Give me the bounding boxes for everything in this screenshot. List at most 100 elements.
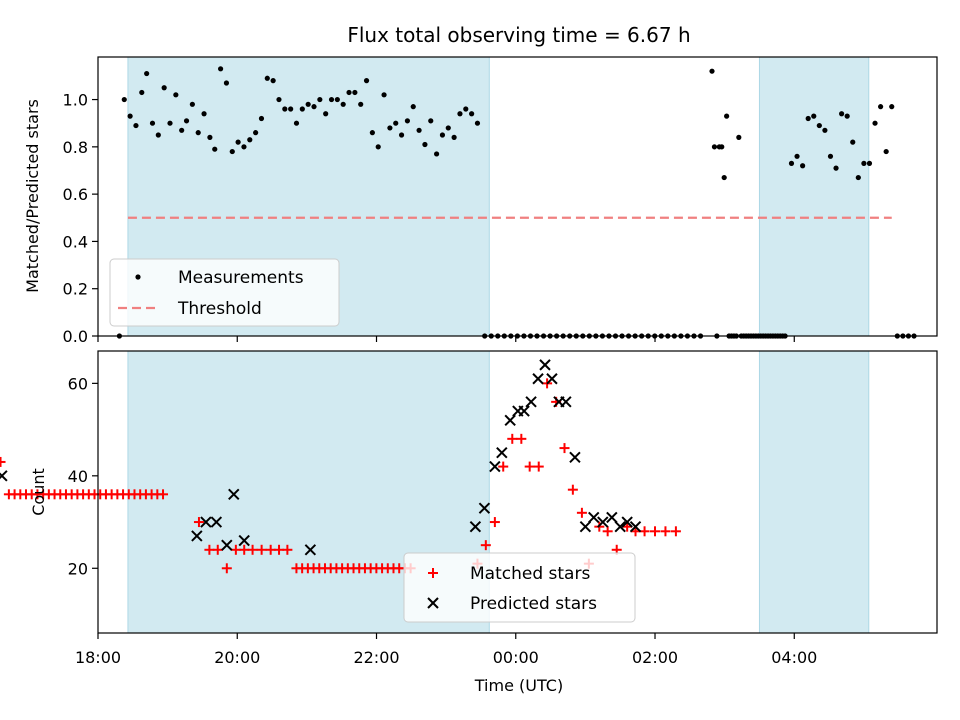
top-ytick-label-4: 0.8 <box>63 138 88 157</box>
top-legend: Measurements Threshold <box>109 258 340 327</box>
measurement-point-28 <box>276 96 282 103</box>
predicted-point-84 <box>569 451 581 464</box>
measurement-point-25 <box>258 115 265 122</box>
predicted-point-67 <box>221 539 233 551</box>
measurement-point-103 <box>724 113 730 119</box>
measurement-point-8 <box>161 85 167 91</box>
matched-point-103 <box>265 544 276 555</box>
measurement-point-145 <box>883 148 889 155</box>
matched-point-105 <box>282 544 293 555</box>
predicted-point-69 <box>238 534 250 547</box>
measurement-point-55 <box>433 151 440 157</box>
predicted-point-91 <box>629 520 642 533</box>
bottom-legend-box <box>403 552 636 623</box>
measurement-point-52 <box>416 127 422 133</box>
measurement-point-11 <box>179 127 185 133</box>
matched-point-96 <box>204 544 215 555</box>
matched-point-132 <box>516 433 527 444</box>
matched-point-95 <box>193 517 204 528</box>
measurement-point-56 <box>439 132 446 138</box>
matched-point-99 <box>230 544 241 555</box>
measurement-point-36 <box>323 111 329 117</box>
predicted-point-83 <box>560 396 572 408</box>
measurement-point-30 <box>288 106 294 112</box>
measurement-point-20 <box>229 148 235 155</box>
predicted-point-85 <box>579 520 592 533</box>
legend-threshold-label: Threshold <box>177 299 262 319</box>
measurement-point-32 <box>299 106 305 112</box>
measurement-point-139 <box>850 139 856 145</box>
measurement-point-59 <box>457 111 463 117</box>
predicted-point-79 <box>532 373 544 385</box>
measurement-point-29 <box>282 106 288 112</box>
matched-point-134 <box>533 461 544 472</box>
measurement-point-45 <box>375 144 381 150</box>
top-panel: 0.0 0.2 0.4 0.6 0.8 1.0 Matched/Predicted sta… <box>23 56 938 346</box>
measurement-point-12 <box>183 118 190 124</box>
xtick-label-2: 22:00 <box>353 648 399 667</box>
measurement-point-6 <box>149 120 156 126</box>
legend-measurement-marker <box>135 274 141 280</box>
measurement-point-34 <box>311 104 317 110</box>
predicted-point-88 <box>606 511 618 524</box>
measurement-point-2 <box>127 113 133 119</box>
measurement-point-40 <box>346 89 352 96</box>
top-legend-box <box>109 258 340 327</box>
measurement-point-33 <box>305 101 311 107</box>
matched-point-138 <box>567 484 578 495</box>
measurement-point-35 <box>317 96 323 103</box>
measurement-point-61 <box>469 111 475 117</box>
measurement-point-24 <box>253 130 259 136</box>
bottom-y-ticks: 20 40 60 <box>68 374 98 578</box>
top-ytick-label-2: 0.4 <box>63 232 88 251</box>
xtick-label-4: 02:00 <box>632 648 678 667</box>
measurement-point-54 <box>428 118 434 124</box>
measurement-point-42 <box>358 101 364 107</box>
matched-point-149 <box>670 526 681 537</box>
measurement-point-129 <box>794 153 800 159</box>
measurement-point-48 <box>393 120 399 126</box>
measurement-point-17 <box>212 146 218 152</box>
measurement-point-37 <box>328 96 335 103</box>
predicted-point-63 <box>0 470 8 482</box>
measurement-point-44 <box>369 130 375 136</box>
measurement-point-97 <box>709 68 715 74</box>
measurement-point-39 <box>340 101 346 107</box>
xtick-label-5: 04:00 <box>771 648 817 667</box>
top-ytick-label-0: 0.0 <box>63 327 88 346</box>
predicted-point-75 <box>504 414 516 427</box>
measurement-point-58 <box>451 134 457 140</box>
measurement-point-5 <box>144 70 150 77</box>
matched-point-139 <box>576 507 587 518</box>
measurement-point-142 <box>866 160 873 166</box>
measurement-point-18 <box>217 66 224 72</box>
measurement-point-26 <box>264 75 270 81</box>
measurement-point-10 <box>173 92 179 98</box>
top-x-ticks <box>97 336 795 342</box>
measurement-point-143 <box>872 120 878 126</box>
measurement-point-98 <box>711 144 718 150</box>
matched-point-137 <box>559 443 570 454</box>
measurement-point-1 <box>121 96 127 103</box>
measurement-point-22 <box>241 144 247 150</box>
measurement-point-7 <box>155 132 161 138</box>
predicted-point-65 <box>200 516 212 528</box>
predicted-point-87 <box>597 516 609 528</box>
measurement-point-4 <box>139 89 145 96</box>
bottom-y-axis-label: Count <box>29 468 48 516</box>
predicted-point-70 <box>304 544 317 556</box>
xtick-label-0: 18:00 <box>75 648 121 667</box>
measurement-point-131 <box>805 115 811 122</box>
legend-measurement-label: Measurements <box>178 268 304 288</box>
measurement-point-140 <box>855 174 861 181</box>
matched-point-148 <box>660 526 671 537</box>
legend-matched-label: Matched stars <box>470 564 590 584</box>
xtick-label-1: 20:00 <box>214 648 260 667</box>
predicted-point-89 <box>614 520 626 533</box>
measurement-point-101 <box>719 144 725 150</box>
bottom-ytick-label-0: 20 <box>68 559 88 578</box>
matched-point-129 <box>489 517 500 528</box>
measurement-point-51 <box>410 104 416 110</box>
matched-point-98 <box>221 563 232 574</box>
